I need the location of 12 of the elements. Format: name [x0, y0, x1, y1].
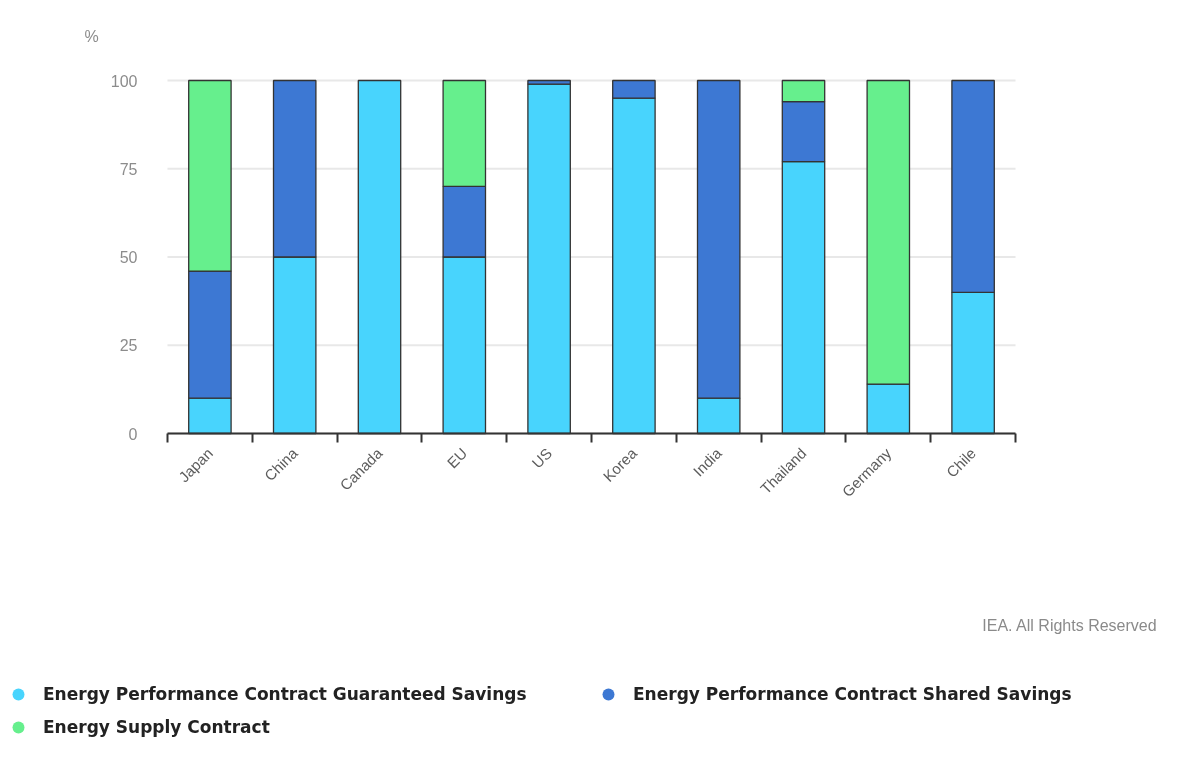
legend-label: Energy Performance Contract Shared Savings: [633, 684, 1072, 704]
y-tick-label: 100: [110, 72, 138, 90]
y-axis-title: %: [84, 27, 99, 45]
y-tick-label: 50: [119, 249, 138, 266]
y-tick-label: 75: [119, 160, 138, 178]
text: IEA. All Rights Reserved: [982, 617, 1157, 634]
x-tick-label: US: [528, 444, 556, 472]
y-tick-label: 25: [119, 337, 138, 355]
x-tick-label: EU: [443, 444, 471, 472]
legend-label: Energy Performance Contract Guaranteed Savings: [43, 684, 527, 704]
legend-label: Energy Supply Contract: [43, 717, 270, 737]
y-tick-label: 0: [128, 425, 138, 443]
